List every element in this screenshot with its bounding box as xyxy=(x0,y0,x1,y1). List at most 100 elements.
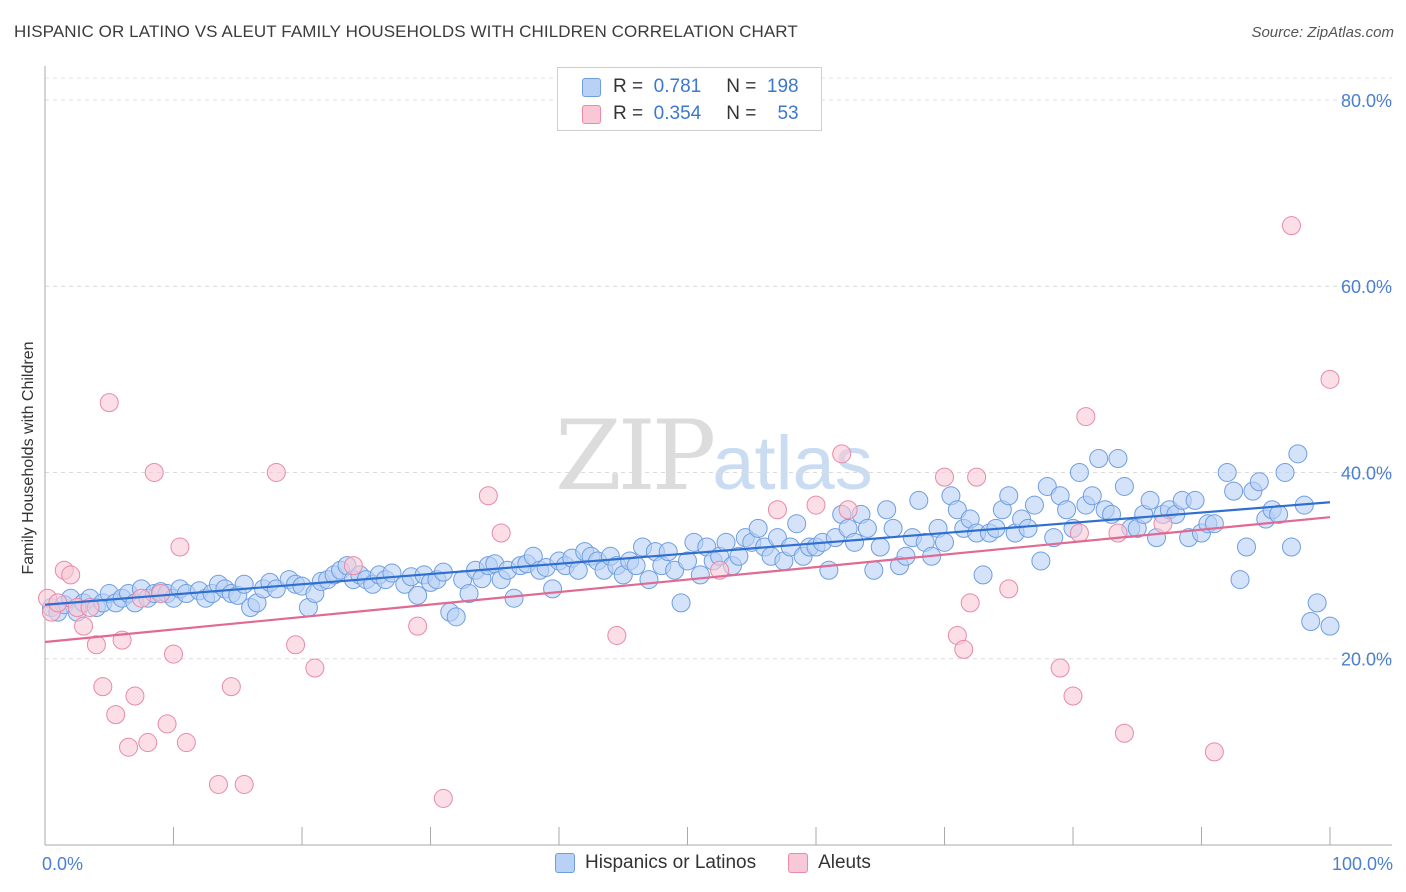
point-hispanic xyxy=(870,537,890,557)
point-hispanic xyxy=(729,546,749,566)
watermark: ZIPatlas xyxy=(555,400,873,512)
point-hispanic xyxy=(1057,500,1077,520)
point-hispanic xyxy=(1140,490,1160,510)
point-aleut xyxy=(93,677,113,697)
point-hispanic xyxy=(1018,518,1038,538)
point-aleut xyxy=(1320,369,1340,389)
point-hispanic xyxy=(883,518,903,538)
point-hispanic xyxy=(1037,476,1057,496)
legend-swatch-aleut xyxy=(582,104,601,124)
point-aleut xyxy=(61,565,81,585)
point-hispanic xyxy=(877,500,897,520)
y-tick-label: 60.0% xyxy=(1341,277,1392,297)
point-aleut xyxy=(433,788,453,808)
point-hispanic xyxy=(1288,444,1308,464)
point-hispanic xyxy=(543,579,563,599)
point-hispanic xyxy=(234,574,254,594)
legend-row-hispanic: R = 0.781 N = 198 xyxy=(582,75,799,99)
point-hispanic xyxy=(1320,616,1340,636)
point-hispanic xyxy=(1281,537,1301,557)
point-hispanic xyxy=(947,500,967,520)
point-aleut xyxy=(221,677,241,697)
point-hispanic xyxy=(1089,449,1109,468)
point-aleut xyxy=(1204,742,1224,762)
chart-title: HISPANIC OR LATINO VS ALEUT FAMILY HOUSE… xyxy=(14,22,798,41)
point-aleut xyxy=(99,393,119,413)
point-aleut xyxy=(1114,723,1134,743)
point-aleut xyxy=(157,714,177,734)
point-aleut xyxy=(1281,216,1301,236)
point-hispanic xyxy=(1230,570,1250,590)
source-label: Source: ZipAtlas.com xyxy=(1251,24,1394,41)
point-aleut xyxy=(176,733,196,753)
point-aleut xyxy=(838,500,858,520)
point-hispanic xyxy=(678,551,697,571)
point-hispanic xyxy=(1301,611,1321,631)
legend: R = 0.781 N = 198 R = 0.354 N = 53 xyxy=(557,67,822,131)
point-aleut xyxy=(491,523,511,543)
point-aleut xyxy=(80,598,100,618)
point-hispanic xyxy=(568,560,588,580)
point-hispanic xyxy=(748,518,768,538)
point-hispanic xyxy=(1031,551,1051,571)
legend-r-value: 0.354 xyxy=(653,103,702,124)
legend-n-label: N = xyxy=(726,76,757,97)
axis-labels: 20.0% 40.0% 60.0% 80.0% 0.0% 100.0% Family Hou… xyxy=(20,91,1393,874)
y-tick-label: 20.0% xyxy=(1341,650,1392,670)
point-hispanic xyxy=(671,593,691,613)
point-hispanic xyxy=(266,579,286,599)
point-hispanic xyxy=(639,570,659,590)
point-hispanic xyxy=(864,560,884,580)
point-aleut xyxy=(1063,686,1083,706)
point-aleut xyxy=(408,616,428,636)
trend-line-hispanic xyxy=(44,501,1331,606)
point-hispanic xyxy=(909,490,929,510)
point-hispanic xyxy=(1249,472,1269,492)
point-hispanic xyxy=(1236,537,1256,557)
point-aleut xyxy=(1069,523,1089,543)
point-aleut xyxy=(151,584,171,604)
legend-n-value: 198 xyxy=(766,76,799,97)
point-hispanic xyxy=(1224,481,1244,501)
point-aleut xyxy=(999,579,1019,599)
point-hispanic xyxy=(1217,462,1237,482)
point-aleut xyxy=(144,462,164,482)
point-hispanic xyxy=(1108,449,1128,468)
point-hispanic xyxy=(1044,528,1064,548)
point-aleut xyxy=(954,639,974,659)
bottom-legend: Hispanics or Latinos Aleuts xyxy=(555,852,903,874)
trend-line-aleut xyxy=(44,516,1331,644)
point-hispanic xyxy=(1069,462,1089,482)
legend-n-value: 53 xyxy=(777,103,799,124)
y-tick-label: 40.0% xyxy=(1341,463,1392,483)
watermark-zip: ZIP xyxy=(555,400,716,512)
point-hispanic xyxy=(999,486,1019,506)
legend-r-value: 0.781 xyxy=(653,76,702,97)
point-hispanic xyxy=(1082,486,1102,506)
legend-row-aleut: R = 0.354 N = 53 xyxy=(582,102,799,126)
bottom-legend-swatch-aleut xyxy=(788,853,809,873)
point-aleut xyxy=(806,495,826,515)
point-aleut xyxy=(710,560,730,580)
point-aleut xyxy=(266,462,286,482)
point-hispanic xyxy=(1024,495,1044,515)
point-aleut xyxy=(170,537,190,557)
point-hispanic xyxy=(857,518,877,538)
point-aleut xyxy=(960,593,980,613)
point-aleut xyxy=(1050,658,1070,678)
watermark-atlas: atlas xyxy=(712,421,873,506)
point-aleut xyxy=(935,467,954,487)
point-aleut xyxy=(286,635,306,655)
legend-n-label: N = xyxy=(726,103,757,124)
trend-lines xyxy=(44,501,1331,644)
point-aleut xyxy=(607,625,627,645)
point-aleut xyxy=(305,658,325,678)
point-hispanic xyxy=(973,565,993,585)
data-points xyxy=(38,216,1340,808)
x-tick-label: 100.0% xyxy=(1332,854,1393,874)
point-aleut xyxy=(234,774,254,794)
point-hispanic xyxy=(716,532,736,552)
axes xyxy=(44,66,1392,846)
point-hispanic xyxy=(446,607,466,627)
